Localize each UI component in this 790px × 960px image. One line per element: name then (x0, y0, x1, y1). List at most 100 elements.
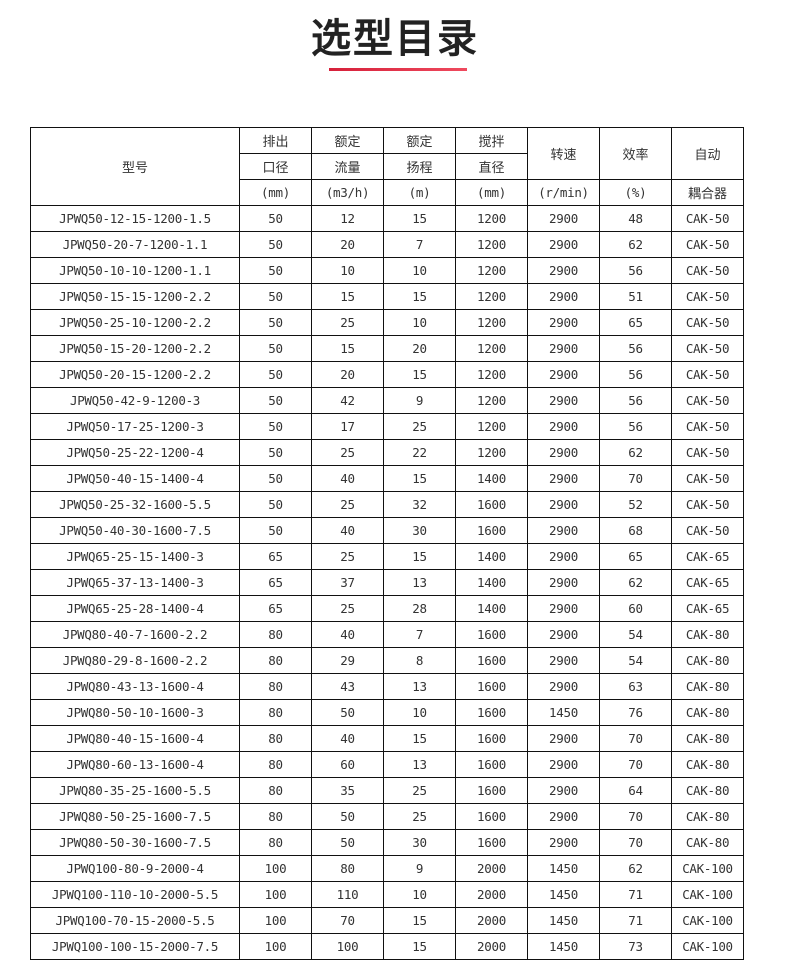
cell-efficiency: 56 (599, 387, 672, 414)
cell-speed: 2900 (527, 413, 600, 440)
unit-efficiency: (%) (599, 179, 672, 206)
cell-efficiency: 65 (599, 309, 672, 336)
cell-speed: 2900 (527, 335, 600, 362)
cell-speed: 2900 (527, 387, 600, 414)
cell-speed: 2900 (527, 777, 600, 804)
cell-flow: 40 (311, 517, 384, 544)
cell-coupler: CAK-50 (671, 283, 744, 310)
header-head-2: 扬程 (383, 153, 456, 180)
cell-flow: 20 (311, 231, 384, 258)
cell-stir-diameter: 2000 (455, 907, 528, 934)
cell-coupler: CAK-50 (671, 413, 744, 440)
cell-outlet: 80 (239, 621, 312, 648)
cell-efficiency: 71 (599, 881, 672, 908)
cell-head: 25 (383, 803, 456, 830)
cell-model: JPWQ50-20-7-1200-1.1 (30, 231, 240, 258)
table-row: JPWQ80-35-25-1600-5.5 80 35 25 1600 2900 64 CAK… (30, 777, 744, 804)
cell-head: 30 (383, 829, 456, 856)
cell-outlet: 80 (239, 673, 312, 700)
cell-head: 28 (383, 595, 456, 622)
cell-head: 15 (383, 725, 456, 752)
table-row: JPWQ50-42-9-1200-3 50 42 9 1200 2900 56 CAK-50 (30, 387, 744, 414)
cell-head: 15 (383, 933, 456, 960)
header-coupler: 自动 (671, 127, 744, 180)
table-row: JPWQ100-70-15-2000-5.5 100 70 15 2000 1450 71 C… (30, 907, 744, 934)
page-title: 选型目录 (311, 16, 479, 62)
cell-outlet: 65 (239, 543, 312, 570)
cell-stir-diameter: 2000 (455, 881, 528, 908)
cell-efficiency: 70 (599, 725, 672, 752)
cell-flow: 35 (311, 777, 384, 804)
cell-coupler: CAK-50 (671, 517, 744, 544)
cell-outlet: 50 (239, 309, 312, 336)
header-units-row: (mm) (m3/h) (m) (mm) (r/min) (%) 耦合器 (31, 179, 744, 206)
cell-efficiency: 63 (599, 673, 672, 700)
cell-outlet: 80 (239, 647, 312, 674)
cell-coupler: CAK-80 (671, 829, 744, 856)
cell-head: 13 (383, 569, 456, 596)
cell-efficiency: 52 (599, 491, 672, 518)
cell-model: JPWQ50-25-32-1600-5.5 (30, 491, 240, 518)
cell-model: JPWQ100-100-15-2000-7.5 (30, 933, 240, 960)
cell-efficiency: 60 (599, 595, 672, 622)
cell-coupler: CAK-80 (671, 751, 744, 778)
cell-stir-diameter: 1600 (455, 777, 528, 804)
cell-speed: 2900 (527, 205, 600, 232)
cell-model: JPWQ80-60-13-1600-4 (30, 751, 240, 778)
cell-model: JPWQ80-40-15-1600-4 (30, 725, 240, 752)
cell-head: 15 (383, 361, 456, 388)
cell-outlet: 65 (239, 595, 312, 622)
cell-speed: 2900 (527, 647, 600, 674)
table-row: JPWQ50-25-32-1600-5.5 50 25 32 1600 2900 52 CAK… (30, 491, 744, 518)
cell-outlet: 100 (239, 881, 312, 908)
unit-flow: (m3/h) (311, 179, 384, 206)
table-row: JPWQ100-110-10-2000-5.5 100 110 10 2000 1450 7… (30, 881, 744, 908)
table-row: JPWQ80-50-10-1600-3 80 50 10 1600 1450 76 CAK-8… (30, 699, 744, 726)
cell-outlet: 50 (239, 465, 312, 492)
cell-model: JPWQ50-10-10-1200-1.1 (30, 257, 240, 284)
cell-model: JPWQ80-50-30-1600-7.5 (30, 829, 240, 856)
cell-outlet: 50 (239, 257, 312, 284)
cell-flow: 37 (311, 569, 384, 596)
cell-speed: 2900 (527, 231, 600, 258)
cell-efficiency: 62 (599, 569, 672, 596)
cell-head: 7 (383, 231, 456, 258)
cell-outlet: 80 (239, 725, 312, 752)
cell-flow: 60 (311, 751, 384, 778)
cell-stir-diameter: 1600 (455, 517, 528, 544)
cell-stir-diameter: 1200 (455, 335, 528, 362)
cell-head: 10 (383, 257, 456, 284)
cell-model: JPWQ50-15-15-1200-2.2 (30, 283, 240, 310)
cell-head: 15 (383, 465, 456, 492)
unit-speed: (r/min) (527, 179, 600, 206)
cell-efficiency: 62 (599, 855, 672, 882)
cell-stir-diameter: 1200 (455, 413, 528, 440)
cell-speed: 2900 (527, 361, 600, 388)
header-stir-2: 直径 (455, 153, 528, 180)
title-underline (329, 68, 467, 71)
cell-coupler: CAK-50 (671, 257, 744, 284)
cell-speed: 2900 (527, 543, 600, 570)
cell-speed: 2900 (527, 517, 600, 544)
cell-coupler: CAK-50 (671, 335, 744, 362)
cell-speed: 2900 (527, 725, 600, 752)
table-row: JPWQ65-37-13-1400-3 65 37 13 1400 2900 62 CAK-6… (30, 569, 744, 596)
cell-speed: 2900 (527, 803, 600, 830)
cell-model: JPWQ80-50-10-1600-3 (30, 699, 240, 726)
cell-coupler: CAK-100 (671, 855, 744, 882)
header-speed: 转速 (527, 127, 600, 180)
cell-head: 9 (383, 387, 456, 414)
cell-head: 22 (383, 439, 456, 466)
cell-outlet: 100 (239, 855, 312, 882)
cell-head: 8 (383, 647, 456, 674)
cell-stir-diameter: 2000 (455, 855, 528, 882)
cell-stir-diameter: 1200 (455, 257, 528, 284)
unit-stir: (mm) (455, 179, 528, 206)
header-head: 额定 (383, 127, 456, 154)
cell-outlet: 50 (239, 283, 312, 310)
cell-coupler: CAK-50 (671, 205, 744, 232)
cell-flow: 42 (311, 387, 384, 414)
table-row: JPWQ100-80-9-2000-4 100 80 9 2000 1450 62 CAK-1… (30, 855, 744, 882)
header-flow-2: 流量 (311, 153, 384, 180)
cell-flow: 25 (311, 543, 384, 570)
